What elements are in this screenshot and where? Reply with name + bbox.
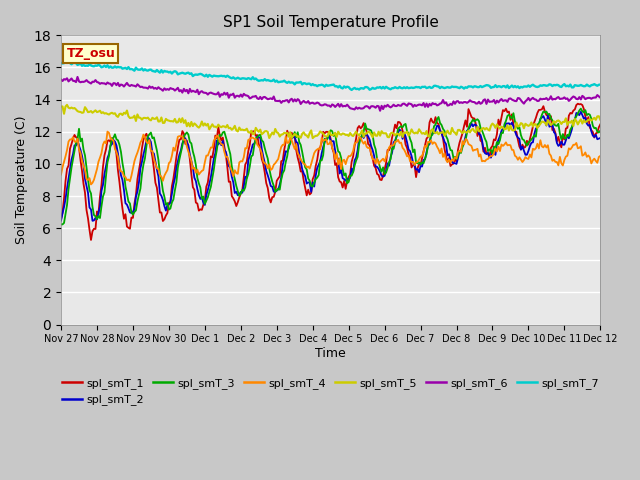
spl_smT_4 (534, 141, 541, 146)
spl_smT_1 (574, 101, 582, 107)
spl_smT_6 (72, 79, 80, 85)
spl_smT_1 (596, 121, 604, 127)
spl_smT_6 (534, 98, 541, 104)
spl_smT_7 (385, 86, 393, 92)
spl_smT_2 (596, 135, 604, 141)
spl_smT_4 (397, 140, 405, 145)
spl_smT_2 (384, 160, 392, 166)
spl_smT_7 (159, 70, 167, 75)
spl_smT_5 (367, 132, 375, 137)
spl_smT_7 (65, 59, 72, 64)
spl_smT_4 (57, 172, 65, 178)
Line: spl_smT_7: spl_smT_7 (61, 61, 600, 90)
Y-axis label: Soil Temperature (C): Soil Temperature (C) (15, 116, 28, 244)
spl_smT_3 (157, 177, 165, 183)
spl_smT_3 (72, 140, 80, 145)
spl_smT_6 (385, 104, 393, 109)
Line: spl_smT_4: spl_smT_4 (61, 132, 600, 184)
spl_smT_2 (89, 218, 97, 224)
spl_smT_5 (397, 129, 405, 134)
spl_smT_6 (596, 95, 604, 100)
X-axis label: Time: Time (316, 347, 346, 360)
spl_smT_1 (384, 147, 392, 153)
spl_smT_3 (596, 128, 604, 133)
spl_smT_7 (534, 84, 541, 90)
spl_smT_7 (367, 86, 375, 92)
spl_smT_4 (87, 181, 95, 187)
spl_smT_5 (596, 117, 604, 122)
spl_smT_6 (366, 106, 374, 111)
spl_smT_5 (74, 108, 81, 114)
spl_smT_3 (364, 126, 372, 132)
Line: spl_smT_1: spl_smT_1 (61, 104, 600, 240)
Line: spl_smT_3: spl_smT_3 (61, 108, 600, 225)
spl_smT_6 (376, 108, 384, 114)
spl_smT_7 (397, 85, 405, 91)
spl_smT_7 (74, 62, 81, 68)
spl_smT_4 (104, 129, 111, 134)
spl_smT_1 (159, 218, 167, 224)
Text: TZ_osu: TZ_osu (67, 47, 115, 60)
spl_smT_6 (74, 74, 81, 80)
spl_smT_2 (532, 126, 540, 132)
spl_smT_7 (348, 87, 355, 93)
spl_smT_2 (159, 197, 167, 203)
spl_smT_3 (531, 132, 538, 138)
spl_smT_5 (63, 102, 71, 108)
spl_smT_4 (385, 144, 393, 150)
spl_smT_7 (57, 60, 65, 66)
spl_smT_5 (309, 135, 317, 141)
spl_smT_4 (161, 173, 168, 179)
spl_smT_5 (57, 104, 65, 109)
spl_smT_4 (596, 153, 604, 159)
spl_smT_5 (534, 125, 541, 131)
spl_smT_3 (57, 222, 65, 228)
spl_smT_5 (385, 134, 393, 140)
spl_smT_3 (577, 106, 585, 111)
spl_smT_2 (57, 218, 65, 224)
spl_smT_3 (394, 126, 402, 132)
spl_smT_4 (367, 150, 375, 156)
spl_smT_6 (397, 103, 405, 108)
spl_smT_2 (577, 109, 585, 115)
spl_smT_6 (57, 77, 65, 83)
Title: SP1 Soil Temperature Profile: SP1 Soil Temperature Profile (223, 15, 438, 30)
spl_smT_2 (72, 143, 80, 148)
spl_smT_6 (159, 88, 167, 94)
spl_smT_1 (87, 237, 95, 243)
spl_smT_1 (57, 216, 65, 222)
spl_smT_1 (72, 134, 80, 140)
Line: spl_smT_5: spl_smT_5 (61, 105, 600, 138)
spl_smT_5 (159, 120, 167, 126)
spl_smT_3 (382, 169, 390, 175)
spl_smT_2 (396, 127, 403, 132)
spl_smT_7 (596, 82, 604, 87)
spl_smT_4 (72, 139, 80, 145)
Legend: spl_smT_1, spl_smT_2, spl_smT_3, spl_smT_4, spl_smT_5, spl_smT_6, spl_smT_7: spl_smT_1, spl_smT_2, spl_smT_3, spl_smT… (58, 373, 604, 410)
spl_smT_2 (366, 137, 374, 143)
spl_smT_1 (366, 143, 374, 148)
Line: spl_smT_2: spl_smT_2 (61, 112, 600, 221)
Line: spl_smT_6: spl_smT_6 (61, 77, 600, 111)
spl_smT_1 (532, 115, 540, 120)
spl_smT_1 (396, 120, 403, 125)
